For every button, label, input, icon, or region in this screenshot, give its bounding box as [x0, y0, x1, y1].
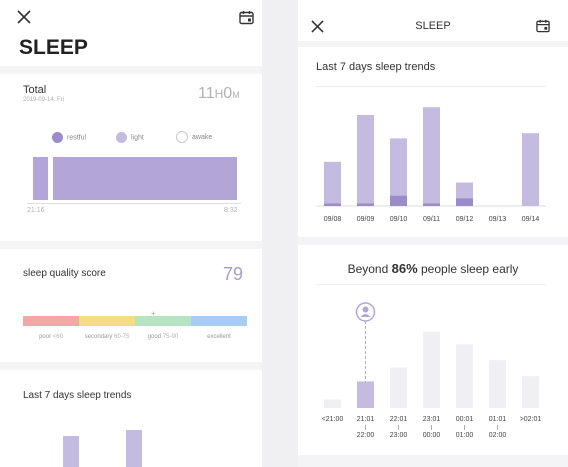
total-duration: 11H0M — [198, 85, 240, 102]
scale-label: good 75-90 — [147, 334, 179, 340]
trend-bar-light — [324, 161, 341, 204]
scale-good — [135, 316, 191, 326]
legend-awake: awake — [176, 131, 212, 143]
start-time: 21:16 — [27, 207, 45, 214]
bedtime-bar-active — [357, 381, 374, 408]
section-divider — [298, 41, 568, 47]
awake-dot — [176, 131, 188, 143]
calendar-icon[interactable] — [533, 16, 553, 36]
x-tick-label: 09/11 — [423, 216, 440, 223]
restful-dot — [52, 131, 63, 143]
bedtime-bar — [489, 360, 506, 408]
total-date: 2019-09-14, Fri — [23, 97, 65, 103]
section-divider — [0, 362, 262, 370]
quality-scale-labels: poor <60 secondary 60-75 good 75-90 exce… — [23, 334, 247, 340]
scale-poor — [23, 316, 79, 326]
x-tick-label: 09/10 — [390, 216, 408, 223]
scale-label: poor <60 — [39, 334, 63, 340]
x-tick-label: 21:01 — [357, 416, 375, 423]
trend-bar-light — [390, 138, 407, 196]
x-tick-label: 09/14 — [522, 216, 540, 223]
trend-bar-light — [522, 133, 539, 206]
trend-bar-deep — [390, 195, 407, 206]
quality-scale — [23, 316, 247, 326]
trend-bar — [126, 430, 142, 467]
bedtime-distribution-chart: <21:00 21:01 22:00 22:01 23:00 23:01 00:00 00:0… — [322, 302, 542, 439]
left-screen: SLEEP Total 2019-09-14, Fri 11H0M restfu… — [0, 0, 262, 467]
legend-restful: restful — [52, 131, 116, 143]
user-avatar-icon — [355, 302, 376, 322]
trend-bar — [63, 436, 79, 467]
bedtime-bar — [390, 367, 407, 408]
beyond-percent: 86% — [391, 261, 418, 276]
x-tick-label: 01:01 — [489, 416, 507, 423]
right-screen: SLEEP Last 7 days sleep trends 09/08 09/0… — [298, 0, 568, 467]
x-tick-label: 09/12 — [456, 216, 474, 223]
x-tick-label: 23:01 — [423, 416, 441, 423]
x-tick-label: <21:00 — [322, 416, 344, 423]
trends-label: Last 7 days sleep trends — [23, 390, 132, 401]
bedtime-bar — [456, 344, 473, 408]
trends-label: Last 7 days sleep trends — [316, 61, 436, 73]
x-tick-label: 00:01 — [456, 416, 474, 423]
trend-bar-deep — [357, 203, 374, 206]
x-tick-label: 01:00 — [456, 432, 474, 439]
quality-score: 79 — [223, 264, 244, 284]
trend-bar-light — [456, 182, 473, 199]
chart-top-line — [316, 86, 546, 87]
section-divider — [0, 241, 262, 249]
x-tick-label: 02:00 — [489, 432, 507, 439]
x-tick-label: 22:01 — [390, 416, 408, 423]
page-title: SLEEP — [19, 36, 88, 59]
x-tick-label: >02:01 — [520, 416, 542, 423]
bedtime-bar — [423, 331, 440, 408]
quality-label: sleep quality score — [23, 268, 106, 279]
x-tick-label: 09/09 — [357, 216, 375, 223]
scale-secondary — [79, 316, 135, 326]
sleep-trends-chart: 09/08 09/09 09/10 09/11 09/12 09/13 09/14 — [316, 107, 546, 223]
x-tick-label: 00:00 — [423, 432, 441, 439]
scale-label: excellent — [207, 334, 231, 340]
page-title: SLEEP — [415, 20, 451, 32]
close-icon[interactable] — [307, 16, 327, 36]
x-tick-label: 09/08 — [324, 216, 342, 223]
sleep-legend: restful light awake — [52, 131, 212, 143]
bedtime-bar — [522, 376, 539, 408]
scale-label: secondary 60-75 — [84, 334, 130, 340]
trend-bar-deep — [456, 198, 473, 206]
light-dot — [116, 131, 127, 143]
section-divider — [0, 66, 262, 74]
bedtime-bar — [324, 399, 341, 408]
chart-top-line — [316, 284, 546, 285]
x-tick-label: 22:00 — [357, 432, 375, 439]
legend-light: light — [116, 131, 176, 143]
beyond-statement: Beyond 86% people sleep early — [347, 261, 519, 276]
timeline-axis — [27, 203, 241, 204]
calendar-icon[interactable] — [236, 7, 256, 27]
end-time: 8:32 — [224, 207, 238, 214]
score-marker: + — [151, 309, 156, 318]
sleep-stage-bar — [33, 157, 48, 200]
close-icon[interactable] — [14, 7, 34, 27]
sleep-stage-bar — [53, 157, 237, 200]
trend-bar-light — [357, 115, 374, 204]
section-divider — [298, 455, 568, 467]
trend-bar-deep — [324, 203, 341, 206]
x-tick-label: 09/13 — [489, 216, 507, 223]
trend-bar-deep — [423, 203, 440, 206]
trend-bar-light — [423, 107, 440, 204]
x-tick-label: 23:00 — [390, 432, 408, 439]
scale-excellent — [191, 316, 247, 326]
total-label: Total — [23, 84, 47, 96]
section-divider — [298, 237, 568, 245]
